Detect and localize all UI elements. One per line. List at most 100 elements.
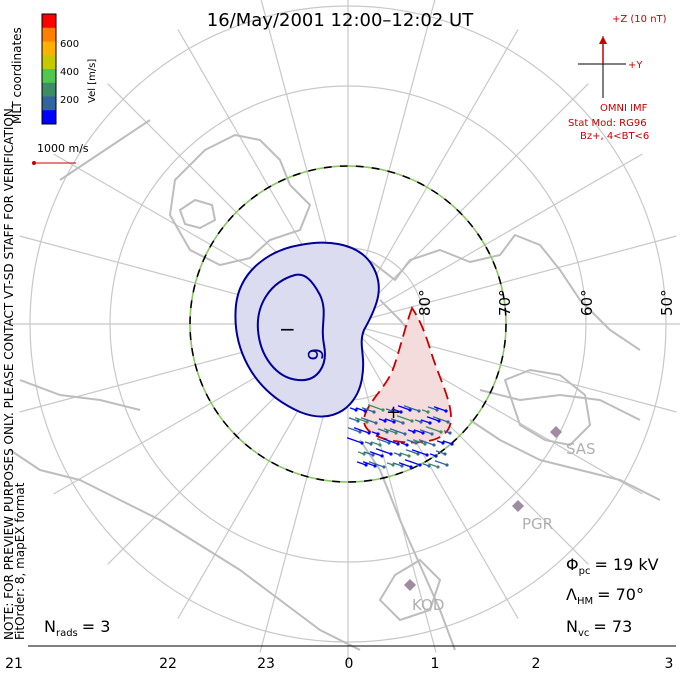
velocity-vector: [434, 460, 448, 466]
vector-origin: [391, 463, 395, 467]
velocity-vector: [405, 449, 419, 455]
vector-origin: [417, 409, 421, 413]
imf-y-label: +Y: [628, 60, 643, 71]
colorbar-swatch: [42, 82, 56, 97]
vector-origin: [448, 431, 452, 435]
station-kod-label: KOD: [412, 596, 444, 614]
vector-origin: [363, 409, 367, 413]
potential-contours: [234, 241, 452, 444]
lat-label-80: 80°: [416, 289, 434, 316]
vector-origin: [412, 430, 416, 434]
colorbar-swatch: [42, 96, 56, 111]
colorbar-swatch: [42, 55, 56, 70]
vector-origin: [407, 454, 411, 458]
imf-source: OMNI IMF: [600, 103, 648, 114]
velocity-vector: [354, 417, 368, 423]
preview-note: NOTE: FOR PREVIEW PURPOSES ONLY. PLEASE …: [2, 104, 16, 640]
vector-origin: [414, 441, 418, 445]
vector-origin: [443, 452, 447, 456]
vector-origin: [367, 431, 371, 435]
vector-origin: [416, 452, 420, 456]
vector-origin: [437, 419, 441, 423]
vector-origin: [376, 432, 380, 436]
alaska-coast: [379, 559, 441, 621]
vector-origin: [430, 432, 434, 436]
velocity-vector: [418, 439, 435, 446]
velocity-vector: [397, 405, 411, 411]
station-sas: SAS: [550, 426, 596, 458]
imf-panel: +Z (10 nT) +Y OMNI IMF Stat Mod: RG96 Bz…: [568, 14, 667, 142]
vector-origin: [409, 465, 413, 469]
velocity-vector: [433, 406, 447, 412]
map-title: 16/May/2001 12:00–12:02 UT: [207, 10, 474, 31]
colorbar-frame: [41, 13, 57, 125]
vector-origin: [390, 409, 394, 413]
vector-origin: [372, 410, 376, 414]
mlt-spoke: [347, 83, 589, 325]
station-sas-label: SAS: [566, 440, 596, 458]
vector-origin: [427, 464, 431, 468]
hudson-bay-coast: [504, 369, 591, 446]
station-sas-marker: [550, 426, 562, 438]
vector-origin: [392, 420, 396, 424]
vector-origin: [398, 453, 402, 457]
vector-origin: [408, 408, 412, 412]
velocity-vector: [411, 449, 428, 456]
velocity-vector: [346, 437, 363, 444]
fit-statistics: Φpc = 19 kV ΛHM = 70° Nvc = 73 Nrads = 3: [44, 555, 659, 639]
velocity-vectors: [346, 404, 454, 469]
vector-origin: [371, 453, 375, 457]
mlt-tick-3: 3: [665, 656, 674, 672]
vector-origin: [439, 430, 443, 434]
vector-origin: [421, 431, 425, 435]
velocity-vector: [396, 415, 413, 422]
vector-origin: [444, 409, 448, 413]
mlt-tick-0: 0: [345, 656, 354, 672]
vector-origin: [394, 431, 398, 435]
velocity-vector: [347, 427, 361, 433]
vector-origin: [380, 454, 384, 458]
vector-origin: [360, 441, 364, 445]
station-kod-marker: [404, 579, 416, 591]
vector-origin: [378, 443, 382, 447]
stat-n-vectors: Nvc = 73: [566, 617, 632, 639]
negative-extremum-marker: −: [279, 317, 296, 341]
vector-origin: [365, 420, 369, 424]
vector-origin: [432, 443, 436, 447]
velocity-vector: [361, 407, 375, 413]
vector-origin: [446, 420, 450, 424]
vector-origin: [356, 419, 360, 423]
positive-cell: [363, 306, 452, 444]
mlt-spoke: [347, 323, 643, 495]
vector-origin: [435, 408, 439, 412]
vector-origin: [400, 464, 404, 468]
vector-origin: [436, 465, 440, 469]
mlt-tick-2: 2: [532, 656, 541, 672]
vector-origin: [389, 452, 393, 456]
mlt-tick-1: 1: [431, 656, 440, 672]
lat-label-70: 70°: [496, 289, 514, 316]
vector-origin: [425, 453, 429, 457]
velocity-vector: [425, 426, 442, 433]
velocity-vector: [376, 438, 390, 444]
vector-origin: [385, 430, 389, 434]
stat-n-radars: Nrads = 3: [44, 617, 110, 639]
vector-origin: [382, 465, 386, 469]
vector-origin: [354, 408, 358, 412]
velocity-vector: [369, 451, 383, 457]
iceland-coast: [179, 199, 216, 229]
velocity-vector: [398, 462, 412, 468]
vector-origin: [434, 454, 438, 458]
hm-boundary-black: [189, 165, 507, 483]
vector-origin: [403, 432, 407, 436]
colorbar-swatch: [42, 14, 56, 29]
mlt-spoke: [347, 323, 519, 619]
radar-stations: SAS PGR KOD: [404, 426, 596, 614]
vector-origin: [410, 419, 414, 423]
positive-extremum-marker: +: [386, 402, 401, 423]
latitude-labels: 80° 70° 60° 50°: [416, 289, 676, 316]
velocity-vector: [362, 461, 376, 467]
arctic-islands-coast: [329, 234, 641, 401]
mlt-spoke: [347, 153, 643, 325]
